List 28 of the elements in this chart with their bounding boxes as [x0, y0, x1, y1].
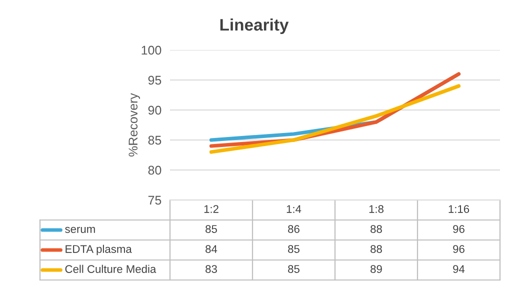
x-tick-label: 1:2 [204, 205, 218, 213]
legend-label: Cell Culture Media [65, 264, 156, 273]
data-label: 88 [370, 225, 382, 233]
data-label: 84 [206, 245, 218, 253]
data-label: 96 [453, 245, 464, 253]
x-tick-label: 1:8 [369, 205, 384, 213]
data-label: 94 [453, 265, 465, 273]
data-label: 89 [370, 265, 382, 273]
y-tick-label: 90 [148, 106, 162, 115]
y-tick-label: 75 [148, 196, 162, 205]
y-tick-label: 100 [142, 46, 162, 55]
data-label: 85 [288, 245, 300, 253]
chart-title: Linearity [220, 18, 289, 34]
y-tick-label: 85 [148, 136, 162, 145]
data-label: 85 [288, 265, 300, 273]
x-tick-label: 1:4 [286, 205, 302, 213]
data-label: 83 [206, 265, 217, 273]
y-axis-title: %Recovery [128, 93, 140, 157]
line-series [209, 84, 461, 154]
data-label: 96 [453, 225, 464, 233]
data-label: 86 [288, 225, 300, 233]
data-label: 85 [206, 225, 217, 233]
y-tick-label: 80 [148, 166, 162, 175]
y-tick-label: 95 [148, 76, 162, 85]
legend-label: EDTA plasma [66, 244, 132, 256]
data-label: 88 [370, 245, 382, 253]
x-tick-label: 1:16 [448, 205, 470, 213]
legend-label: serum [65, 226, 95, 233]
